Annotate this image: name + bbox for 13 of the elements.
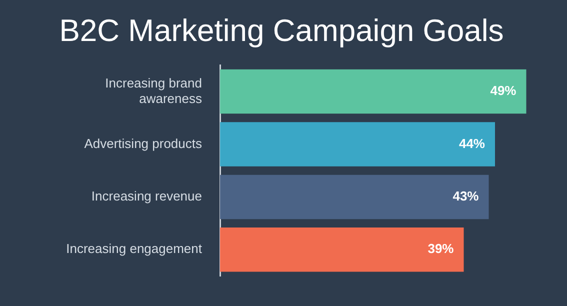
bar — [220, 228, 464, 272]
y-tick-label: Increasing brand awareness — [105, 75, 202, 106]
y-tick-label: Increasing revenue — [91, 188, 202, 204]
data-label: 49% — [490, 83, 517, 98]
data-label: 44% — [458, 136, 486, 151]
bar — [220, 174, 489, 220]
y-tick-label: Advertising products — [84, 136, 202, 151]
bar — [220, 69, 526, 114]
data-label: 39% — [428, 241, 454, 256]
data-label: 43% — [452, 188, 480, 204]
chart-title: B2C Marketing Campaign Goals — [59, 13, 504, 48]
bar — [220, 122, 495, 166]
y-tick-label: Increasing engagement — [66, 241, 202, 256]
